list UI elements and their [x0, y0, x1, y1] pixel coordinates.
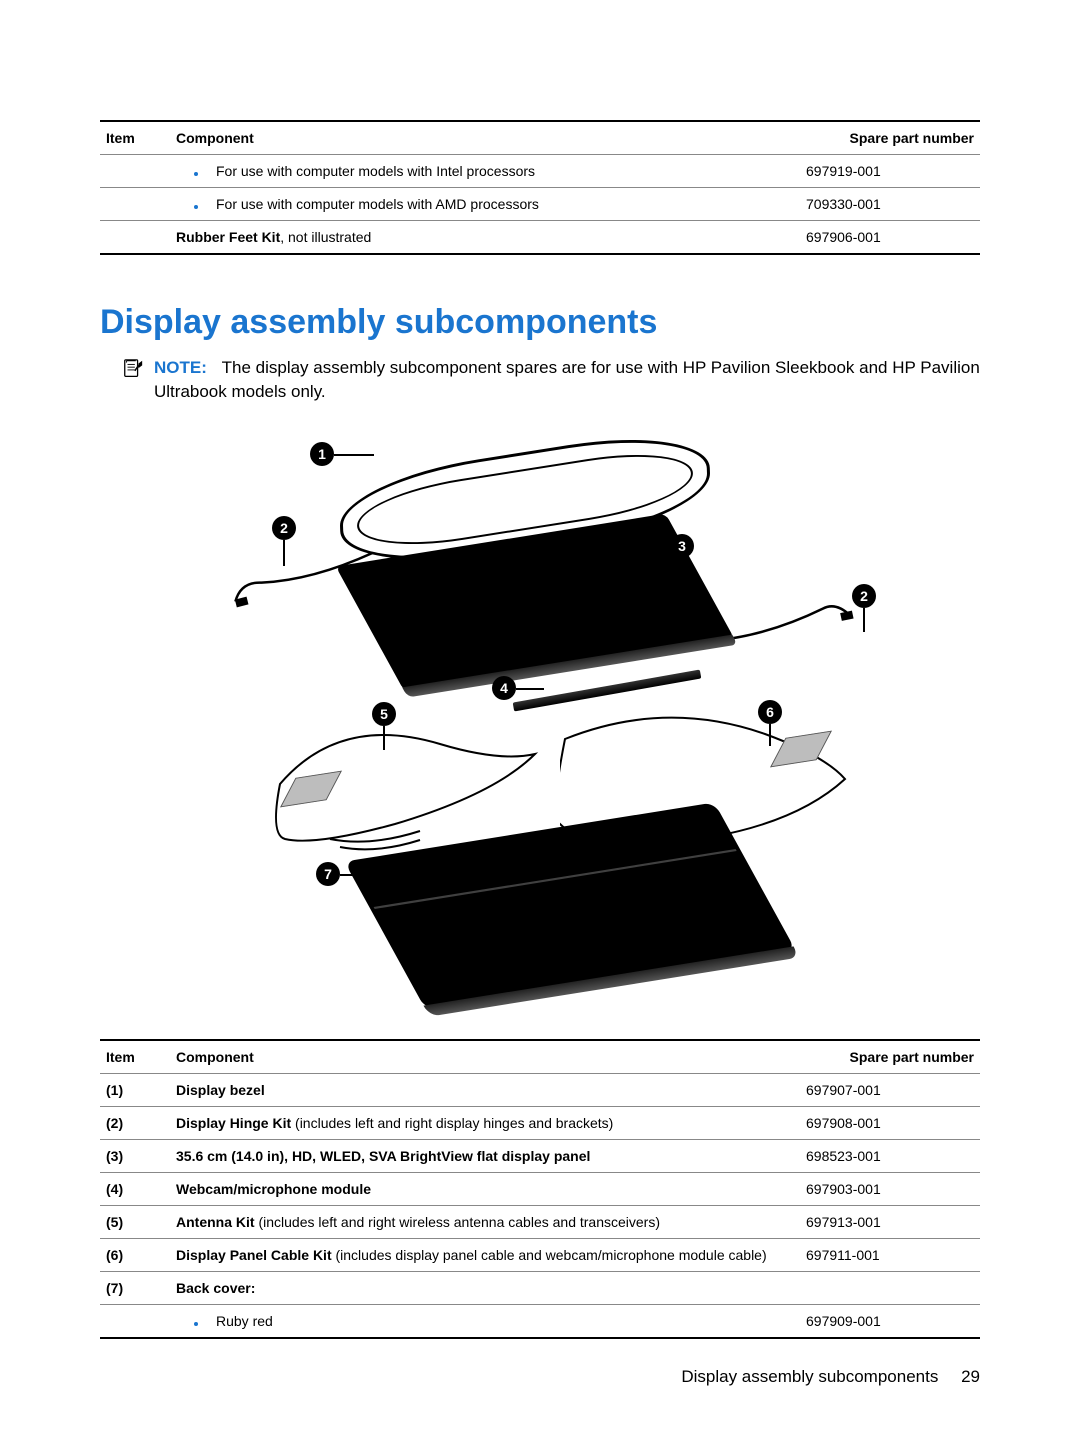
- cell-component: Rubber Feet Kit, not illustrated: [170, 221, 800, 255]
- table-row: For use with computer models with Intel …: [100, 155, 980, 188]
- cell-part: 697913-001: [800, 1205, 980, 1238]
- page-footer: Display assembly subcomponents 29: [681, 1367, 980, 1387]
- cell-part: 697908-001: [800, 1106, 980, 1139]
- th-part-b: Spare part number: [800, 1040, 980, 1074]
- cell-component-bold: Display bezel: [176, 1082, 265, 1098]
- cell-part: 697911-001: [800, 1238, 980, 1271]
- exploded-diagram: 1 2 3 2 4 5 6 7: [200, 424, 880, 1014]
- page: Item Component Spare part number For use…: [0, 0, 1080, 1437]
- cell-item: (5): [100, 1205, 170, 1238]
- bullet-icon: [194, 205, 198, 209]
- cell-part: 709330-001: [800, 188, 980, 221]
- cell-item: (3): [100, 1139, 170, 1172]
- callout-6: 6: [758, 700, 782, 724]
- cell-component-text: For use with computer models with AMD pr…: [216, 196, 539, 212]
- callout-2a: 2: [272, 516, 296, 540]
- cell-item: [100, 221, 170, 255]
- table-row: (4) Webcam/microphone module 697903-001: [100, 1172, 980, 1205]
- note-block: NOTE: The display assembly subcomponent …: [122, 356, 980, 404]
- table-row: (5)Antenna Kit (includes left and right …: [100, 1205, 980, 1238]
- cell-part: 698523-001: [800, 1139, 980, 1172]
- th-item: Item: [100, 121, 170, 155]
- cell-component-text: Ruby red: [216, 1313, 273, 1329]
- cell-component-bold: Display Hinge Kit: [176, 1115, 291, 1131]
- cell-item: (6): [100, 1238, 170, 1271]
- cell-component-desc: (includes display panel cable and webcam…: [332, 1247, 767, 1263]
- table-row: Ruby red 697909-001: [100, 1304, 980, 1338]
- cell-component: Ruby red: [170, 1304, 800, 1338]
- table-row: (6)Display Panel Cable Kit (includes dis…: [100, 1238, 980, 1271]
- cell-component: For use with computer models with AMD pr…: [170, 188, 800, 221]
- table-row: (3) 35.6 cm (14.0 in), HD, WLED, SVA Brig…: [100, 1139, 980, 1172]
- top-parts-table: Item Component Spare part number For use…: [100, 120, 980, 255]
- th-component-b: Component: [170, 1040, 800, 1074]
- bottom-parts-table: Item Component Spare part number (1)Disp…: [100, 1039, 980, 1339]
- table-row: (1) Display bezel 697907-001: [100, 1073, 980, 1106]
- cell-component-text: For use with computer models with Intel …: [216, 163, 535, 179]
- cell-item: (4): [100, 1172, 170, 1205]
- cell-item: (2): [100, 1106, 170, 1139]
- table-row: For use with computer models with AMD pr…: [100, 188, 980, 221]
- cell-component: Display bezel: [170, 1073, 800, 1106]
- cell-part: 697909-001: [800, 1304, 980, 1338]
- cell-component-bold: Back cover:: [176, 1280, 255, 1296]
- cell-component: For use with computer models with Intel …: [170, 155, 800, 188]
- cell-component-desc: (includes left and right wireless antenn…: [255, 1214, 660, 1230]
- cell-component: Display Hinge Kit (includes left and rig…: [170, 1106, 800, 1139]
- cell-component: Webcam/microphone module: [170, 1172, 800, 1205]
- cell-part: [800, 1271, 980, 1304]
- table-row: Rubber Feet Kit, not illustrated697906-0…: [100, 221, 980, 255]
- footer-label: Display assembly subcomponents: [681, 1367, 938, 1386]
- cell-item: [100, 188, 170, 221]
- note-text: The display assembly subcomponent spares…: [154, 358, 980, 401]
- cell-component-bold: Webcam/microphone module: [176, 1181, 371, 1197]
- cell-component: Antenna Kit (includes left and right wir…: [170, 1205, 800, 1238]
- callout-2b: 2: [852, 584, 876, 608]
- th-part: Spare part number: [800, 121, 980, 155]
- cell-component: Back cover:: [170, 1271, 800, 1304]
- note-label: NOTE:: [154, 358, 207, 377]
- th-component: Component: [170, 121, 800, 155]
- callout-7: 7: [316, 862, 340, 886]
- bullet-icon: [194, 1322, 198, 1326]
- section-heading: Display assembly subcomponents: [100, 303, 980, 342]
- cell-component-bold: Display Panel Cable Kit: [176, 1247, 332, 1263]
- callout-3: 3: [670, 534, 694, 558]
- cell-item: [100, 1304, 170, 1338]
- cell-item: [100, 155, 170, 188]
- bullet-icon: [194, 172, 198, 176]
- cell-component-desc: (includes left and right display hinges …: [291, 1115, 613, 1131]
- table-row: (2)Display Hinge Kit (includes left and …: [100, 1106, 980, 1139]
- cell-part: 697919-001: [800, 155, 980, 188]
- cell-component-bold: 35.6 cm (14.0 in), HD, WLED, SVA BrightV…: [176, 1148, 590, 1164]
- cell-item: (1): [100, 1073, 170, 1106]
- cell-item: (7): [100, 1271, 170, 1304]
- table-row: (7) Back cover:: [100, 1271, 980, 1304]
- cell-part: 697907-001: [800, 1073, 980, 1106]
- cell-component: 35.6 cm (14.0 in), HD, WLED, SVA BrightV…: [170, 1139, 800, 1172]
- note-text-wrap: NOTE: The display assembly subcomponent …: [154, 356, 980, 404]
- callout-4: 4: [492, 676, 516, 700]
- callout-5: 5: [372, 702, 396, 726]
- cell-component-bold: Antenna Kit: [176, 1214, 255, 1230]
- cell-component: Display Panel Cable Kit (includes displa…: [170, 1238, 800, 1271]
- note-icon: [122, 358, 144, 380]
- callout-1: 1: [310, 442, 334, 466]
- cell-component-bold: Rubber Feet Kit: [176, 229, 280, 245]
- cell-part: 697903-001: [800, 1172, 980, 1205]
- cell-part: 697906-001: [800, 221, 980, 255]
- th-item-b: Item: [100, 1040, 170, 1074]
- cell-component-desc: , not illustrated: [280, 229, 371, 245]
- footer-page-number: 29: [961, 1367, 980, 1386]
